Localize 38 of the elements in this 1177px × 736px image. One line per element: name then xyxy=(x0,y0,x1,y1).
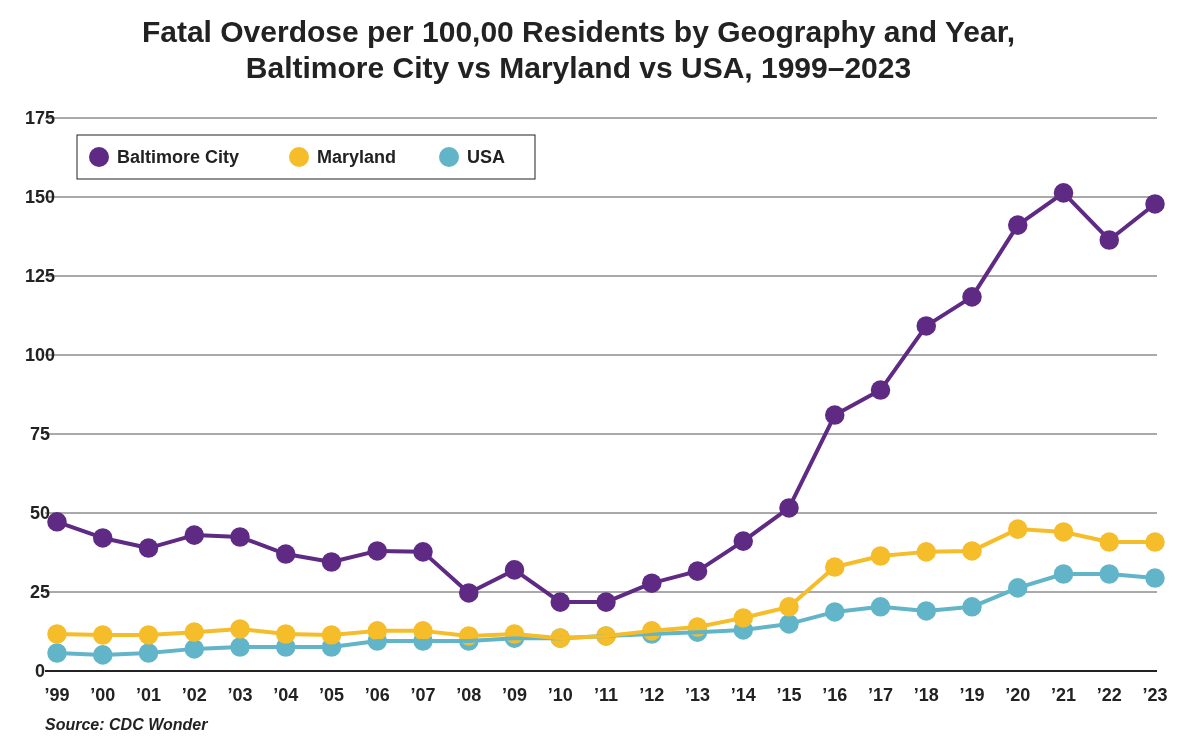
x-tick-label: ’13 xyxy=(684,685,711,705)
y-tick-label: 25 xyxy=(29,582,51,603)
x-tick-label: ’10 xyxy=(547,685,573,705)
chart-title: Fatal Overdose per 100,00 Residents by Geography and Year, Baltimore City vs Maryland vs USA, 1999–2023 xyxy=(141,15,1016,84)
x-tick-label: ’15 xyxy=(776,685,802,705)
y-tick-label: 50 xyxy=(29,503,51,524)
y-tick-label: 175 xyxy=(24,108,56,129)
y-tick-label: 125 xyxy=(24,266,56,287)
x-tick-label: ’04 xyxy=(273,685,299,705)
x-tick-label: ’03 xyxy=(227,685,253,705)
y-tick-label: 0 xyxy=(34,661,46,682)
y-tick-label: 100 xyxy=(24,345,56,366)
x-tick-label: ’08 xyxy=(456,685,482,705)
x-tick-label: ’99 xyxy=(44,685,70,705)
x-tick-label: ’02 xyxy=(181,685,207,705)
x-tick-label: ’07 xyxy=(410,685,436,705)
x-tick-label: ’23 xyxy=(1142,685,1168,705)
legend-label: USA xyxy=(467,147,506,168)
y-tick-label: 75 xyxy=(29,424,51,445)
x-tick-label: ’12 xyxy=(639,685,665,705)
x-tick-label: ’05 xyxy=(318,685,345,705)
x-tick-label: ’17 xyxy=(867,685,894,705)
x-tick-label: ’16 xyxy=(822,685,848,705)
x-tick-label: ’01 xyxy=(135,685,162,705)
legend-label: Baltimore City xyxy=(117,147,240,168)
x-tick-label: ’11 xyxy=(593,685,619,705)
x-tick-label: ’06 xyxy=(364,685,390,705)
x-tick-label: ’21 xyxy=(1050,685,1077,705)
x-tick-label: ’00 xyxy=(90,685,116,705)
x-tick-label: ’19 xyxy=(959,685,985,705)
x-tick-label: ’20 xyxy=(1005,685,1031,705)
x-tick-label: ’14 xyxy=(730,685,756,705)
x-tick-label: ’09 xyxy=(501,685,528,705)
source-note: Source: CDC Wonder xyxy=(45,716,209,733)
x-tick-label: ’18 xyxy=(913,685,939,705)
x-tick-label: ’22 xyxy=(1096,685,1122,705)
legend-label: Maryland xyxy=(317,147,397,168)
y-tick-label: 150 xyxy=(24,187,56,208)
